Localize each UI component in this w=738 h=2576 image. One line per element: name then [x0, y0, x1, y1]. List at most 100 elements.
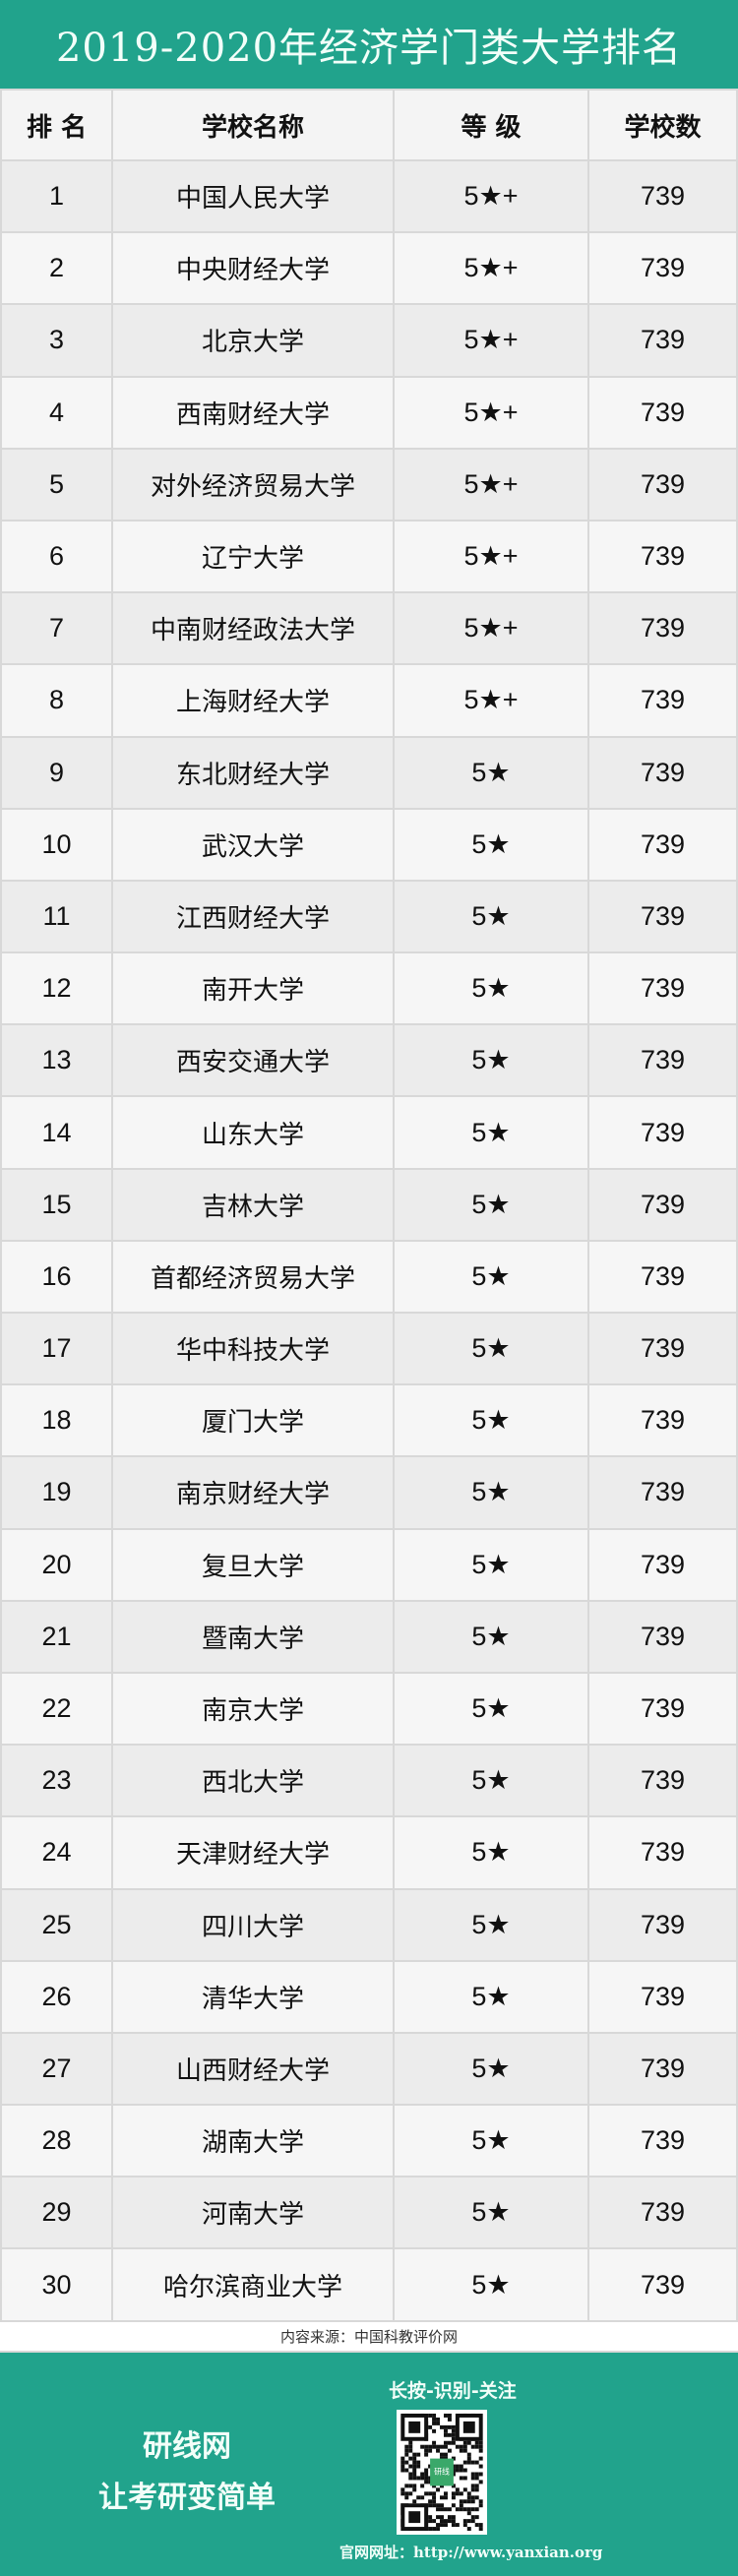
- cell-grade: 5★: [393, 735, 589, 810]
- cell-rank: 27: [0, 2031, 113, 2107]
- header-grade: 等 级: [393, 89, 589, 161]
- cell-count: 739: [587, 1095, 738, 1170]
- cell-grade: 5★: [393, 1455, 589, 1530]
- cell-count: 739: [587, 663, 738, 738]
- cell-grade: 5★+: [393, 591, 589, 666]
- cell-count: 739: [587, 1167, 738, 1242]
- table-row: 20 复旦大学 5★ 739: [0, 1527, 738, 1602]
- table-row: 2 中央财经大学 5★+ 739: [0, 231, 738, 306]
- cell-rank: 22: [0, 1671, 113, 1747]
- table-row: 28 湖南大学 5★ 739: [0, 2104, 738, 2178]
- table-row: 1 中国人民大学 5★+ 739: [0, 158, 738, 234]
- slogan-brand: 研线网: [143, 2428, 231, 2464]
- cell-school: 复旦大学: [111, 1527, 395, 1602]
- qr-code-icon[interactable]: 研线: [397, 2409, 487, 2535]
- cell-count: 739: [587, 158, 738, 234]
- cell-count: 739: [587, 1959, 738, 2034]
- cell-grade: 5★: [393, 2247, 589, 2322]
- table-row: 17 华中科技大学 5★ 739: [0, 1311, 738, 1386]
- table-row: 9 东北财经大学 5★ 739: [0, 735, 738, 810]
- table-row: 18 厦门大学 5★ 739: [0, 1383, 738, 1458]
- cell-grade: 5★: [393, 1599, 589, 1674]
- cell-grade: 5★+: [393, 663, 589, 738]
- table-row: 5 对外经济贸易大学 5★+ 739: [0, 447, 738, 521]
- cell-grade: 5★: [393, 1095, 589, 1170]
- cell-count: 739: [587, 735, 738, 810]
- table-row: 25 四川大学 5★ 739: [0, 1887, 738, 1962]
- cell-count: 739: [587, 2176, 738, 2250]
- table-row: 3 北京大学 5★+ 739: [0, 303, 738, 378]
- cell-grade: 5★+: [393, 231, 589, 306]
- cell-school: 湖南大学: [111, 2104, 395, 2178]
- header-rank: 排 名: [0, 89, 113, 161]
- cell-grade: 5★+: [393, 375, 589, 450]
- table-row: 21 暨南大学 5★ 739: [0, 1599, 738, 1674]
- page-title: 2019-2020年经济学门类大学排名: [0, 0, 738, 89]
- website-link[interactable]: 官网网址：http://www.yanxian.org: [339, 2543, 603, 2561]
- cell-rank: 2: [0, 231, 113, 306]
- cell-rank: 1: [0, 158, 113, 234]
- cell-grade: 5★: [393, 1527, 589, 1602]
- cell-rank: 7: [0, 591, 113, 666]
- table-row: 24 天津财经大学 5★ 739: [0, 1815, 738, 1890]
- cell-rank: 11: [0, 879, 113, 954]
- table-row: 30 哈尔滨商业大学 5★ 739: [0, 2247, 738, 2322]
- table-row: 19 南京财经大学 5★ 739: [0, 1455, 738, 1530]
- cell-count: 739: [587, 519, 738, 594]
- cell-school: 首都经济贸易大学: [111, 1239, 395, 1315]
- header-count: 学校数: [587, 89, 738, 161]
- cell-school: 厦门大学: [111, 1383, 395, 1458]
- table-row: 15 吉林大学 5★ 739: [0, 1167, 738, 1242]
- table-row: 13 西安交通大学 5★ 739: [0, 1023, 738, 1098]
- cell-count: 739: [587, 1599, 738, 1674]
- table-header-row: 排 名 学校名称 等 级 学校数: [0, 89, 738, 161]
- cell-count: 739: [587, 1311, 738, 1386]
- cell-count: 739: [587, 1815, 738, 1890]
- cell-rank: 21: [0, 1599, 113, 1674]
- cell-rank: 24: [0, 1815, 113, 1890]
- cell-rank: 28: [0, 2104, 113, 2178]
- cell-rank: 26: [0, 1959, 113, 2034]
- cell-count: 739: [587, 1671, 738, 1747]
- cell-grade: 5★: [393, 1744, 589, 1818]
- cell-grade: 5★: [393, 1887, 589, 1962]
- cell-count: 739: [587, 1455, 738, 1530]
- cell-rank: 13: [0, 1023, 113, 1098]
- cell-count: 739: [587, 1023, 738, 1098]
- cell-grade: 5★: [393, 951, 589, 1026]
- cell-school: 江西财经大学: [111, 879, 395, 954]
- cell-count: 739: [587, 2031, 738, 2107]
- table-row: 11 江西财经大学 5★ 739: [0, 879, 738, 954]
- slogan-tagline: 让考研变简单: [98, 2480, 276, 2515]
- table-row: 26 清华大学 5★ 739: [0, 1959, 738, 2034]
- cell-school: 武汉大学: [111, 807, 395, 882]
- cell-school: 天津财经大学: [111, 1815, 395, 1890]
- cell-rank: 9: [0, 735, 113, 810]
- cell-rank: 20: [0, 1527, 113, 1602]
- cell-grade: 5★: [393, 1167, 589, 1242]
- ranking-table: 排 名 学校名称 等 级 学校数 1 中国人民大学 5★+ 739 2 中央财经大学 5★+…: [0, 89, 738, 2322]
- cell-school: 对外经济贸易大学: [111, 447, 395, 521]
- cell-grade: 5★+: [393, 158, 589, 234]
- cell-school: 中南财经政法大学: [111, 591, 395, 666]
- cell-grade: 5★: [393, 879, 589, 954]
- cell-grade: 5★: [393, 1815, 589, 1890]
- footer-banner: 研线网 让考研变简单 长按-识别-关注 研线 官网网址：http://www.y…: [0, 2352, 738, 2576]
- cell-rank: 10: [0, 807, 113, 882]
- cell-school: 西安交通大学: [111, 1023, 395, 1098]
- cell-grade: 5★+: [393, 519, 589, 594]
- cell-school: 中国人民大学: [111, 158, 395, 234]
- cell-rank: 8: [0, 663, 113, 738]
- cell-school: 华中科技大学: [111, 1311, 395, 1386]
- cell-rank: 4: [0, 375, 113, 450]
- cell-grade: 5★: [393, 1671, 589, 1747]
- table-row: 27 山西财经大学 5★ 739: [0, 2031, 738, 2107]
- cell-school: 河南大学: [111, 2176, 395, 2250]
- table-row: 6 辽宁大学 5★+ 739: [0, 519, 738, 594]
- cell-grade: 5★: [393, 2031, 589, 2107]
- cell-rank: 14: [0, 1095, 113, 1170]
- cell-grade: 5★+: [393, 447, 589, 521]
- table-row: 29 河南大学 5★ 739: [0, 2176, 738, 2250]
- cell-grade: 5★+: [393, 303, 589, 378]
- cell-count: 739: [587, 879, 738, 954]
